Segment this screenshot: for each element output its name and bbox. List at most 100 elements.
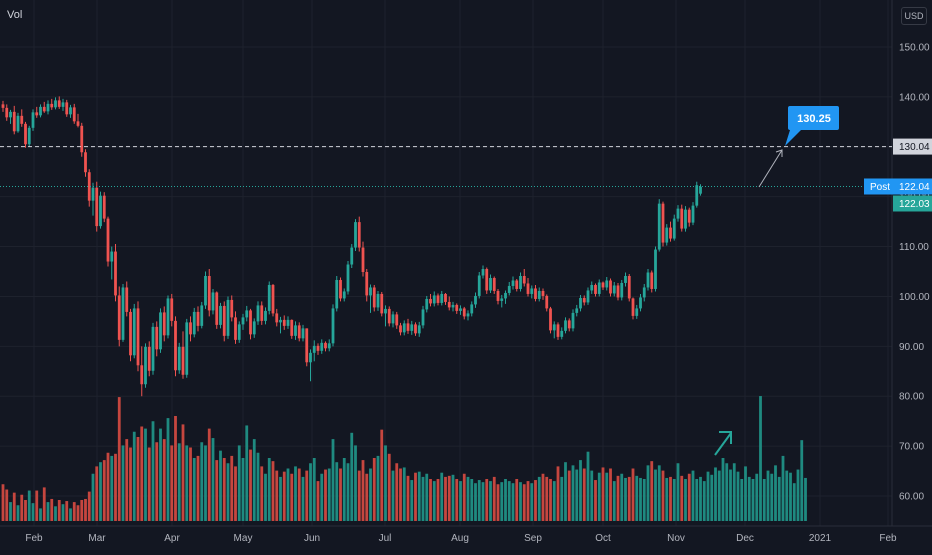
volume-bar xyxy=(249,449,252,521)
volume-bar xyxy=(500,482,504,521)
candle xyxy=(594,283,597,297)
candle-body xyxy=(399,325,402,333)
candle xyxy=(432,291,436,307)
candle-body xyxy=(410,324,414,331)
volume-bar xyxy=(620,473,624,521)
candle-body xyxy=(335,279,339,309)
candle xyxy=(590,281,594,294)
target-price-tag xyxy=(893,138,932,155)
candle xyxy=(635,304,639,319)
candle-body xyxy=(57,100,61,107)
candle xyxy=(522,269,526,287)
candle xyxy=(147,341,151,377)
candle-body xyxy=(500,298,504,301)
candle-body xyxy=(117,295,121,340)
volume-bar xyxy=(466,476,470,521)
volume-bar xyxy=(200,442,204,521)
volume-bar xyxy=(136,437,140,521)
candle-body xyxy=(669,227,672,239)
volume-bar xyxy=(35,490,39,521)
volume-bar xyxy=(669,476,672,521)
candle xyxy=(102,192,106,223)
candle-body xyxy=(455,304,459,311)
candle xyxy=(39,104,42,118)
volume-bar xyxy=(91,473,95,521)
candle-body xyxy=(470,304,474,314)
candle xyxy=(406,318,410,334)
volume-bar xyxy=(541,473,545,521)
volume-bar xyxy=(301,476,305,521)
candle-body xyxy=(24,123,27,145)
uptrend-arrow-head xyxy=(719,431,732,444)
target-price-tag-label: 130.04 xyxy=(899,142,930,153)
volume-bar xyxy=(354,445,357,521)
candle xyxy=(324,341,327,352)
candle-body xyxy=(406,323,410,331)
volume-bar xyxy=(642,479,646,521)
price-axis[interactable]: 150.00140.00130.00120.00110.00100.0090.0… xyxy=(899,43,930,503)
volume-bar xyxy=(264,473,267,521)
candle-body xyxy=(665,227,669,243)
time-axis[interactable]: Feb Mar Apr May Jun Jul Aug Sep Oct Nov Dec 2021 Feb xyxy=(25,533,897,544)
candle-body xyxy=(384,308,387,314)
candle xyxy=(601,281,605,290)
candle-body xyxy=(657,203,661,250)
volume-indicator-label[interactable]: Vol xyxy=(7,9,23,21)
candle xyxy=(387,306,391,327)
candle xyxy=(616,282,620,301)
volume-bar xyxy=(211,438,215,521)
volume-bars xyxy=(1,396,807,521)
volume-bar xyxy=(230,455,234,521)
volume-bar xyxy=(714,467,717,521)
candle-body xyxy=(144,346,147,385)
price-candles xyxy=(1,96,702,397)
candle xyxy=(327,339,331,352)
candle xyxy=(361,241,365,277)
candle xyxy=(586,287,590,305)
candle xyxy=(534,284,537,302)
volume-bar xyxy=(489,481,492,521)
candle xyxy=(192,307,196,338)
candle-body xyxy=(504,292,507,299)
volume-bar xyxy=(252,439,256,521)
candle-body xyxy=(54,100,57,108)
candle xyxy=(552,321,556,339)
volume-bar xyxy=(635,475,639,521)
candle xyxy=(61,98,65,111)
candle-body xyxy=(9,111,12,118)
volume-bar xyxy=(729,469,732,521)
volume-bar xyxy=(496,484,500,521)
volume-bar xyxy=(219,450,222,521)
candle-body xyxy=(646,272,650,288)
volume-bar xyxy=(170,445,174,521)
candle-body xyxy=(369,287,372,296)
candle xyxy=(24,121,27,148)
candle-body xyxy=(102,195,106,219)
candle xyxy=(159,308,162,353)
candle xyxy=(46,100,50,115)
candle-body xyxy=(590,284,594,291)
candle-body xyxy=(252,321,256,335)
candle-body xyxy=(462,308,466,317)
candle xyxy=(564,317,567,334)
candle xyxy=(451,301,455,312)
volume-bar xyxy=(425,473,429,521)
candle xyxy=(84,149,87,177)
volume-bar xyxy=(582,468,586,521)
volume-bar xyxy=(710,474,714,521)
candle xyxy=(125,281,129,317)
candle xyxy=(646,269,650,291)
volume-bar xyxy=(395,463,399,521)
candle xyxy=(372,284,376,312)
currency-button[interactable]: USD xyxy=(901,7,927,25)
candle-body xyxy=(556,324,560,337)
candle-body xyxy=(114,251,117,296)
candle xyxy=(65,99,69,117)
candle-body xyxy=(297,325,301,339)
volume-bar xyxy=(751,479,755,521)
volume-bar xyxy=(286,468,290,521)
volume-bar xyxy=(601,467,605,521)
candle-body xyxy=(466,313,470,317)
